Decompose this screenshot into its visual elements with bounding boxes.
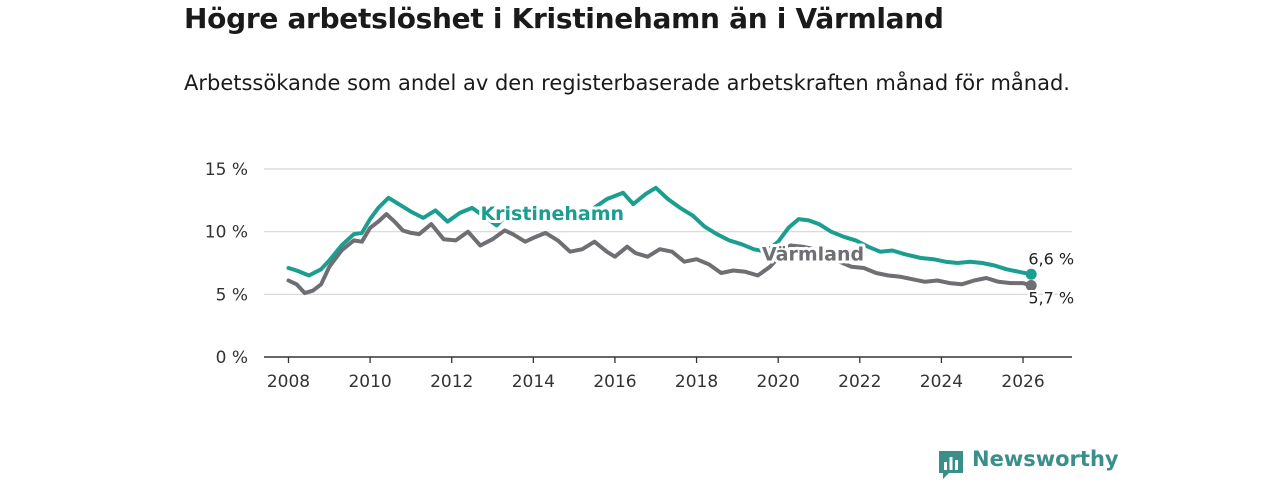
end-marker-varmland [1025, 280, 1037, 292]
x-tick-label: 2010 [348, 372, 391, 392]
end-value-label-kristinehamn: 6,6 % [1028, 249, 1074, 268]
y-tick-label: 10 % [205, 223, 248, 243]
series-line-varmland [286, 212, 1034, 296]
series-layer [286, 185, 1034, 296]
series-line-kristinehamn [286, 185, 1034, 278]
y-tick-label: 15 % [205, 160, 248, 180]
end-marker-kristinehamn [1025, 268, 1037, 280]
brand-name: Newsworthy [972, 447, 1119, 471]
series-label-varmland: Värmland [762, 243, 864, 265]
x-tick-label: 2026 [1001, 372, 1044, 392]
x-tick-label: 2024 [920, 372, 963, 392]
bar-chart-icon [939, 451, 963, 479]
x-tick-label: 2008 [267, 372, 310, 392]
axes: 0 % 5 % 10 % 15 % 2008 2010 2012 2014 2016 2018 20… [205, 160, 1072, 392]
chart-title: Högre arbetslöshet i Kristinehamn än i V… [184, 2, 944, 35]
y-tick-label: 5 % [216, 285, 248, 305]
x-tick-label: 2022 [838, 372, 881, 392]
x-tick-label: 2014 [512, 372, 555, 392]
labels-layer: Kristinehamn Värmland 6,6 % 5,7 % [477, 200, 1076, 309]
x-tick-label: 2016 [593, 372, 636, 392]
y-tick-label: 0 % [216, 348, 248, 368]
x-tick-label: 2012 [430, 372, 473, 392]
series-label-kristinehamn: Kristinehamn [480, 203, 624, 225]
x-tick-label: 2018 [675, 372, 718, 392]
x-tick-label: 2020 [757, 372, 800, 392]
chart-subtitle: Arbetssökande som andel av den registerb… [184, 71, 1070, 95]
gridlines [264, 168, 1072, 295]
end-value-label-varmland: 5,7 % [1028, 289, 1074, 308]
